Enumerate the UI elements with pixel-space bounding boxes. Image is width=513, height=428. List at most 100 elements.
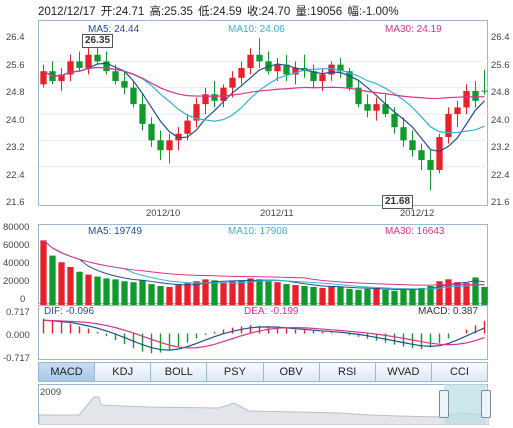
candle-body <box>211 94 218 101</box>
tab-macd[interactable]: MACD <box>38 362 96 382</box>
ma10-line <box>43 66 485 134</box>
candle-body <box>238 67 245 78</box>
candle-body <box>139 104 146 124</box>
macd-y-tick: -0.717 <box>3 353 30 364</box>
candle-body <box>481 90 488 92</box>
vol-y-tick: 20000 <box>3 276 30 287</box>
tab-rsi[interactable]: RSI <box>319 362 376 382</box>
ma30-label: MA30: 24.19 <box>385 24 442 35</box>
volume-bar <box>337 286 344 305</box>
candle-body <box>103 61 110 72</box>
volume-bar <box>364 288 371 305</box>
volume-bar <box>283 284 290 305</box>
volume-bar <box>247 278 254 305</box>
tab-wvad[interactable]: WVAD <box>375 362 432 382</box>
volume-bar <box>166 286 173 305</box>
price-chart-panel[interactable] <box>38 20 489 206</box>
volume-bar <box>211 280 218 305</box>
volume-bar <box>202 279 209 305</box>
candle-body <box>67 61 74 75</box>
navigator-start-label: 2009 <box>40 387 62 398</box>
macd-chart-panel[interactable] <box>38 305 488 360</box>
volume-bar <box>409 288 416 305</box>
volume-bar <box>274 282 281 305</box>
low-price-callout: 21.68 <box>382 195 414 209</box>
dif-label: DIF: -0.096 <box>44 306 95 317</box>
y-tick-left: 23.2 <box>6 142 25 153</box>
candle-body <box>112 71 119 82</box>
candle-body <box>85 54 92 68</box>
volume-bar <box>265 281 272 305</box>
volume-bar <box>445 279 452 305</box>
candle-body <box>292 67 299 75</box>
volume-bar <box>193 281 200 305</box>
y-tick-right: 22.4 <box>491 170 510 181</box>
volume-chart-panel[interactable] <box>38 224 488 305</box>
timeline-navigator[interactable] <box>38 384 490 426</box>
volume-bar <box>454 282 461 305</box>
candle-body <box>391 114 398 128</box>
y-tick-left: 24.8 <box>6 87 25 98</box>
macd-chart <box>42 318 486 354</box>
quote-volume: 量:19056 <box>295 6 343 18</box>
navigator-right-handle[interactable] <box>481 390 491 418</box>
volume-chart <box>40 240 488 305</box>
tab-psy[interactable]: PSY <box>207 362 264 382</box>
candle-body <box>463 90 470 108</box>
navigator-overview <box>38 396 490 426</box>
volume-bar <box>292 285 299 305</box>
vol-ma5-line <box>43 240 485 290</box>
macd-y-tick: 0.000 <box>6 330 30 341</box>
vol-y-tick: 40000 <box>3 258 30 269</box>
ma5-line <box>43 62 485 153</box>
candle-body <box>454 107 461 114</box>
tab-kdj[interactable]: KDJ <box>95 362 152 382</box>
tab-obv[interactable]: OBV <box>263 362 320 382</box>
y-tick-right: 24.8 <box>491 87 510 98</box>
volume-bar <box>346 288 353 305</box>
candle-body <box>418 150 425 161</box>
vol-ma30-line <box>43 240 485 286</box>
volume-bar <box>256 279 263 305</box>
navigator-left-handle[interactable] <box>439 390 449 418</box>
candle-body <box>400 127 407 141</box>
candle-body <box>220 87 227 101</box>
volume-bar <box>238 280 245 305</box>
y-tick-right: 23.2 <box>491 142 510 153</box>
volume-bar <box>121 281 128 305</box>
quote-high: 高:25.35 <box>149 6 193 18</box>
volume-bar <box>418 287 425 305</box>
volume-bar <box>355 289 362 305</box>
volume-bar <box>481 286 488 305</box>
tab-boll[interactable]: BOLL <box>151 362 208 382</box>
candle-body <box>427 160 434 170</box>
candle-body <box>373 104 380 111</box>
macd-y-tick: 0.717 <box>6 307 30 318</box>
candle-body <box>184 120 191 134</box>
volume-bar <box>472 277 479 305</box>
candlestick-chart <box>39 36 489 191</box>
candle-body <box>310 71 317 82</box>
candle-body <box>76 61 83 68</box>
volume-bar <box>112 279 119 305</box>
candle-body <box>445 114 452 138</box>
vol-y-tick: 80000 <box>3 222 30 233</box>
tab-cci[interactable]: CCI <box>431 362 488 382</box>
candle-body <box>193 104 200 121</box>
candle-body <box>229 77 236 88</box>
ma30-line <box>43 66 485 100</box>
quote-low: 低:24.59 <box>198 6 242 18</box>
candle-body <box>328 64 335 75</box>
candle-body <box>409 140 416 151</box>
volume-bar <box>463 283 470 305</box>
candle-body <box>94 54 101 62</box>
candle-body <box>121 81 128 88</box>
volume-bar <box>58 262 65 305</box>
volume-bar <box>139 280 146 305</box>
ma5-label: MA5: 24.44 <box>88 24 140 35</box>
y-tick-right: 24.0 <box>491 115 510 126</box>
navigator-selection[interactable] <box>444 384 486 424</box>
volume-bar <box>328 286 335 305</box>
volume-bar <box>436 281 443 305</box>
candle-body <box>283 64 290 75</box>
